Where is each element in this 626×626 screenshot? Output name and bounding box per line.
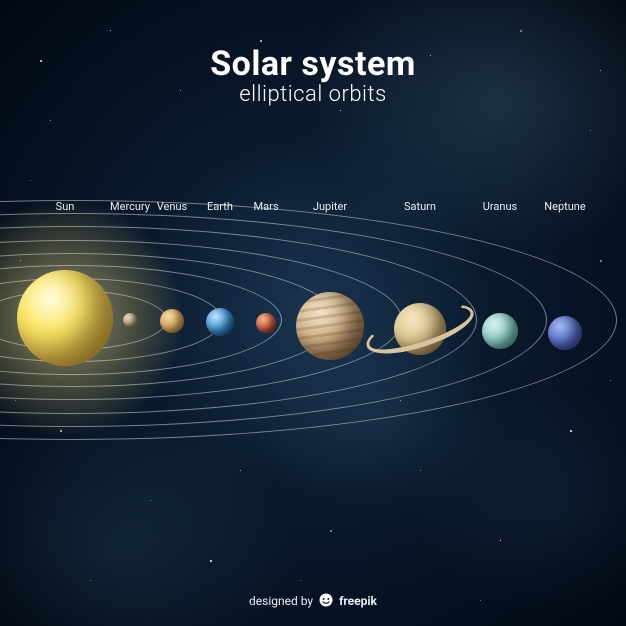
- body-uranus: [482, 313, 518, 349]
- body-neptune: [548, 316, 582, 350]
- body-mars: [256, 313, 276, 333]
- body-jupiter: [296, 292, 364, 360]
- body-earth: [206, 308, 234, 336]
- credit-line: designed by freepik: [0, 593, 626, 610]
- credit-brand: freepik: [339, 594, 377, 608]
- credit-prefix: designed by: [249, 594, 313, 608]
- body-mercury: [123, 313, 137, 327]
- body-venus: [160, 309, 184, 333]
- freepik-logo-icon: [319, 593, 333, 610]
- body-sun: [17, 270, 113, 366]
- solar-system-scene: [0, 0, 626, 626]
